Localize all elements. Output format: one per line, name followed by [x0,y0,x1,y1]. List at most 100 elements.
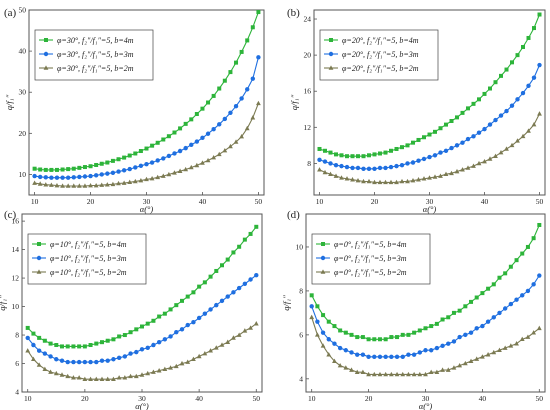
data-point [48,369,53,374]
data-point [367,153,371,158]
data-point [177,168,183,173]
data-point [361,166,366,172]
legend-label: φ=0°, f₂″/f₁″=5, b=2m [334,268,407,277]
data-point [138,178,144,183]
data-point [88,376,93,381]
data-point [216,151,222,157]
data-point [493,153,498,158]
data-point [526,35,531,40]
data-point [497,275,502,280]
data-point [474,356,480,361]
x-tick-label: 50 [253,394,261,403]
data-point [88,173,93,179]
data-point [149,160,155,165]
data-point [345,154,349,159]
data-point [432,174,438,179]
data-point [162,366,168,372]
data-point [371,371,377,377]
series-line [34,103,259,187]
data-point [493,117,498,123]
data-point [355,165,361,171]
data-point [383,371,389,377]
data-point [116,169,121,174]
data-point [196,353,202,359]
data-point [399,178,405,184]
data-point [510,60,514,65]
data-point [133,151,138,156]
data-point [531,330,537,335]
data-point [32,173,37,179]
data-point [256,100,261,106]
data-point [166,153,172,159]
data-point [168,334,173,339]
data-point [416,137,421,142]
data-point [438,173,443,178]
data-point [315,319,320,324]
series [317,111,542,185]
data-point [485,352,491,357]
data-point [333,163,339,168]
data-point [339,163,344,169]
data-point [105,338,110,343]
data-point [132,178,138,184]
data-point [191,320,196,325]
legend-marker [44,38,48,42]
data-point [366,354,371,360]
data-point [202,350,208,356]
data-point [480,323,485,329]
data-point [77,344,82,349]
data-point [388,371,394,377]
legend-label: φ=20°, f₂″/f₁″=5, b=2m [342,64,419,73]
data-point [434,369,440,375]
data-point [139,372,145,377]
data-point [48,341,53,346]
data-point [208,348,213,353]
data-point [60,183,65,188]
data-point [161,137,166,142]
x-axis-label: α(°) [423,204,437,214]
legend-marker [328,51,334,57]
y-tick-label: 8 [307,159,311,168]
data-point [54,357,59,362]
data-point [128,373,133,379]
data-point [531,282,536,287]
data-point [462,360,468,366]
data-point [412,330,417,335]
data-point [54,182,60,188]
data-point [82,174,88,179]
data-point [326,352,332,357]
data-point [400,332,405,337]
data-point [427,175,432,180]
data-point [309,304,314,309]
data-point [383,354,388,360]
data-point [248,325,253,330]
chart-panel: (b) 10 20 30 40 50 8 12 16 20 24 α(°) q/f₁″ φ=20°, f₂… [287,7,546,214]
y-tick-label: 40 [19,47,27,56]
data-point [94,359,99,365]
chart-panel: (d) 10 20 30 40 50 4 6 8 10 α(°) q/f₁″ φ=0°, f₂″/f₁″… [281,209,546,410]
data-point [328,171,333,177]
x-tick-label: 20 [81,394,89,403]
x-axis-label: α(°) [140,204,154,214]
data-point [411,140,415,145]
data-point [491,349,497,355]
data-point [250,76,256,81]
data-point [428,348,434,353]
data-point [399,163,405,168]
data-point [463,304,468,309]
data-point [128,330,133,335]
y-axis-label: q/f₁″ [289,94,299,110]
data-point [65,373,71,379]
data-point [339,175,344,180]
data-point [54,343,59,348]
data-point [76,359,82,365]
y-tick-label: 16 [304,87,312,96]
data-point [60,167,65,172]
data-point [360,369,366,375]
data-point [343,348,349,353]
data-point [460,140,465,145]
data-point [231,335,236,340]
data-point [60,175,65,180]
data-point [486,286,491,291]
data-point [405,143,410,148]
